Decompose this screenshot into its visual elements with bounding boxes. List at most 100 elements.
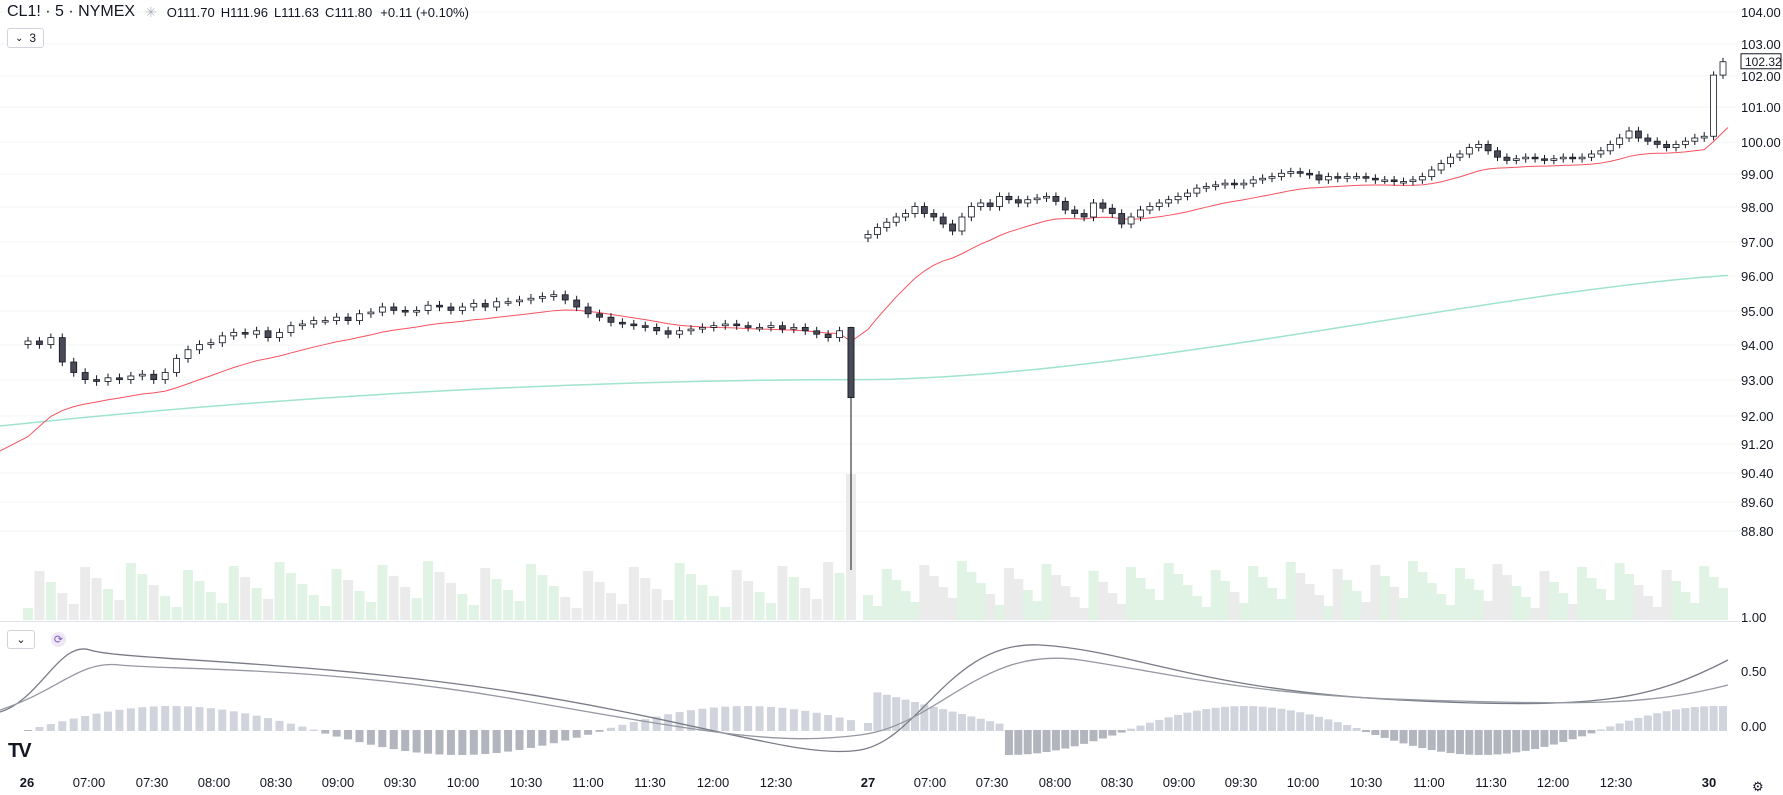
volume-bar	[1511, 586, 1522, 620]
candle-body	[310, 320, 318, 325]
volume-bar	[731, 570, 742, 620]
volume-bar	[1652, 607, 1663, 620]
price-tag-text: 102.32	[1745, 55, 1782, 69]
close-value: 111.80	[334, 4, 373, 20]
candle-body	[1024, 199, 1032, 204]
volume-bar	[251, 588, 262, 620]
macd-histogram-bar	[46, 724, 55, 731]
candle-body	[1588, 153, 1595, 158]
macd-histogram-bar	[161, 706, 170, 731]
macd-histogram-bar	[995, 723, 1004, 731]
candle-body	[873, 227, 881, 235]
macd-histogram-bar	[835, 717, 844, 731]
macd-histogram-bar	[1587, 730, 1596, 734]
candle-body	[958, 216, 966, 232]
macd-histogram-bar	[481, 730, 490, 755]
candle-body	[1418, 176, 1426, 181]
macd-histogram-bar	[298, 726, 307, 731]
macd-histogram-bar	[801, 710, 810, 731]
candle-body	[58, 337, 66, 363]
volume-bar	[34, 571, 45, 620]
volume-bar	[468, 605, 479, 620]
volume-bar	[1389, 587, 1400, 620]
volume-bar	[560, 597, 571, 620]
candle-body	[1616, 137, 1624, 145]
chevron-down-icon: ⌄	[16, 634, 26, 646]
volume-bar	[1107, 593, 1118, 620]
price-axis-label: 98.00	[1741, 200, 1774, 215]
indicators-collapse-button[interactable]: ⌄ 3	[7, 28, 45, 48]
candle-body	[138, 373, 146, 377]
candle-body	[1400, 181, 1407, 184]
time-axis-label: 07:00	[914, 775, 947, 790]
volume-bar	[205, 592, 216, 620]
candle-body	[836, 330, 843, 338]
macd-histogram-bar	[538, 730, 547, 746]
candle-body	[104, 377, 112, 382]
gear-icon[interactable]: ⚙	[1752, 779, 1764, 794]
macd-histogram-bar	[948, 711, 957, 731]
signal-line	[0, 657, 1729, 740]
volume-bar	[57, 593, 68, 620]
volume-bar	[457, 594, 468, 620]
volume-bar	[1248, 566, 1259, 620]
macd-histogram-bar	[873, 692, 882, 731]
volume-bar	[975, 583, 986, 620]
macd-histogram-bar	[1277, 708, 1286, 731]
candle-body	[596, 313, 603, 318]
volume-bar	[1473, 590, 1484, 620]
symbol-title[interactable]: CL1! · 5 · NYMEX	[7, 3, 136, 20]
candle-body	[1475, 143, 1483, 148]
macd-histogram-bar	[115, 709, 124, 731]
price-axis-label: 102.00	[1741, 69, 1781, 84]
macd-histogram-bar	[172, 706, 181, 731]
symbol-legend[interactable]: CL1! · 5 · NYMEX ✳ O111.70 H111.96 L111.…	[7, 3, 469, 21]
macd-histogram-bar	[138, 707, 147, 731]
macd-histogram-bar	[1221, 706, 1230, 731]
macd-histogram-bar	[1437, 730, 1446, 752]
volume-bar	[1003, 568, 1014, 620]
candle-body	[70, 361, 78, 373]
macd-histogram-bar	[1258, 706, 1267, 731]
candle-body	[1503, 156, 1511, 161]
candle-body	[801, 326, 809, 332]
tradingview-logo-icon[interactable]: TV	[8, 740, 32, 762]
change-value: +0.11 (+0.10%)	[380, 4, 469, 20]
time-axis-label: 08:00	[198, 775, 231, 790]
macd-histogram-bar	[229, 711, 238, 731]
price-axis-label: 92.00	[1741, 409, 1774, 424]
macd-histogram-bar	[789, 709, 798, 731]
volume-bar	[919, 565, 930, 620]
candle-body	[47, 337, 55, 345]
volume-bar	[23, 608, 33, 620]
reload-icon[interactable]: ⟳	[51, 632, 66, 647]
macd-collapse-button[interactable]: ⌄	[7, 630, 35, 649]
volume-bar	[1191, 596, 1202, 620]
ema-fast-line	[0, 127, 1729, 452]
volume-bars	[23, 474, 1728, 620]
volume-bar	[423, 561, 434, 620]
candle-body	[1390, 179, 1398, 182]
candle-body	[1193, 187, 1201, 194]
macd-histogram-bar	[1080, 730, 1089, 744]
macd-histogram-bar	[652, 716, 661, 731]
volume-bar	[537, 575, 548, 620]
macd-histogram-bar	[332, 730, 341, 737]
volume-bar	[1267, 588, 1278, 620]
time-axis-label: 07:00	[73, 775, 106, 790]
volume-bar	[697, 585, 708, 620]
candle-body	[276, 332, 283, 338]
candle-body	[1710, 74, 1718, 137]
candle-body	[1287, 171, 1295, 174]
volume-bar	[891, 580, 902, 620]
macd-histogram-bar	[195, 707, 204, 731]
macd-histogram-bar	[1145, 722, 1154, 731]
time-axis-label: 08:30	[1101, 775, 1134, 790]
candle-body	[1014, 199, 1022, 204]
time-axis-label: 07:30	[976, 775, 1009, 790]
candle-body	[1005, 195, 1013, 201]
volume-bar	[297, 584, 308, 620]
macd-histogram-bar	[1174, 714, 1183, 731]
candle-body	[1362, 176, 1370, 179]
